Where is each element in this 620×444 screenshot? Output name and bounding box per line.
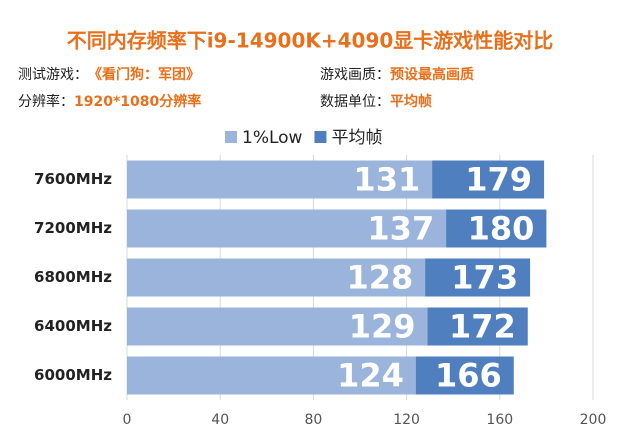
info-label: 测试游戏： (18, 67, 88, 83)
info-value: 1920*1080分辨率 (74, 93, 201, 110)
y-tick-label: 7200MHz (34, 219, 112, 237)
data-label: 166 (435, 357, 502, 395)
chart-title: 不同内存频率下i9-14900K+4090显卡游戏性能对比 (67, 29, 554, 53)
data-label: 180 (468, 210, 535, 248)
data-label: 173 (451, 259, 518, 297)
bar (127, 307, 428, 346)
x-tick-label: 120 (393, 412, 420, 428)
info-value: 《看门狗：军团》 (88, 66, 200, 83)
data-label: 124 (337, 357, 404, 395)
info-label: 数据单位： (320, 94, 390, 110)
y-tick-label: 6400MHz (34, 317, 112, 335)
data-label: 172 (449, 308, 516, 346)
x-tick-label: 200 (580, 412, 607, 428)
info-label: 游戏画质： (320, 67, 390, 83)
bar (127, 209, 447, 248)
data-label: 179 (465, 161, 532, 199)
legend-swatch (314, 131, 327, 143)
bar (127, 258, 426, 297)
x-tick-label: 0 (123, 412, 132, 428)
legend-label: 平均帧 (331, 128, 382, 148)
data-label: 131 (353, 161, 420, 199)
x-tick-label: 80 (304, 412, 322, 428)
legend-label: 1%Low (242, 128, 303, 148)
info-value: 平均帧 (390, 93, 432, 110)
data-label: 128 (346, 259, 413, 297)
bar (127, 356, 416, 395)
y-tick-label: 7600MHz (34, 170, 112, 188)
x-tick-label: 160 (486, 412, 513, 428)
x-tick-label: 40 (211, 412, 229, 428)
bar (127, 160, 433, 199)
info-label: 分辨率： (18, 93, 74, 110)
y-tick-label: 6000MHz (34, 366, 112, 384)
info-value: 预设最高画质 (390, 66, 474, 83)
y-tick-label: 6800MHz (34, 268, 112, 286)
legend-swatch (225, 131, 237, 143)
data-label: 129 (349, 308, 416, 346)
data-label: 137 (367, 210, 434, 248)
